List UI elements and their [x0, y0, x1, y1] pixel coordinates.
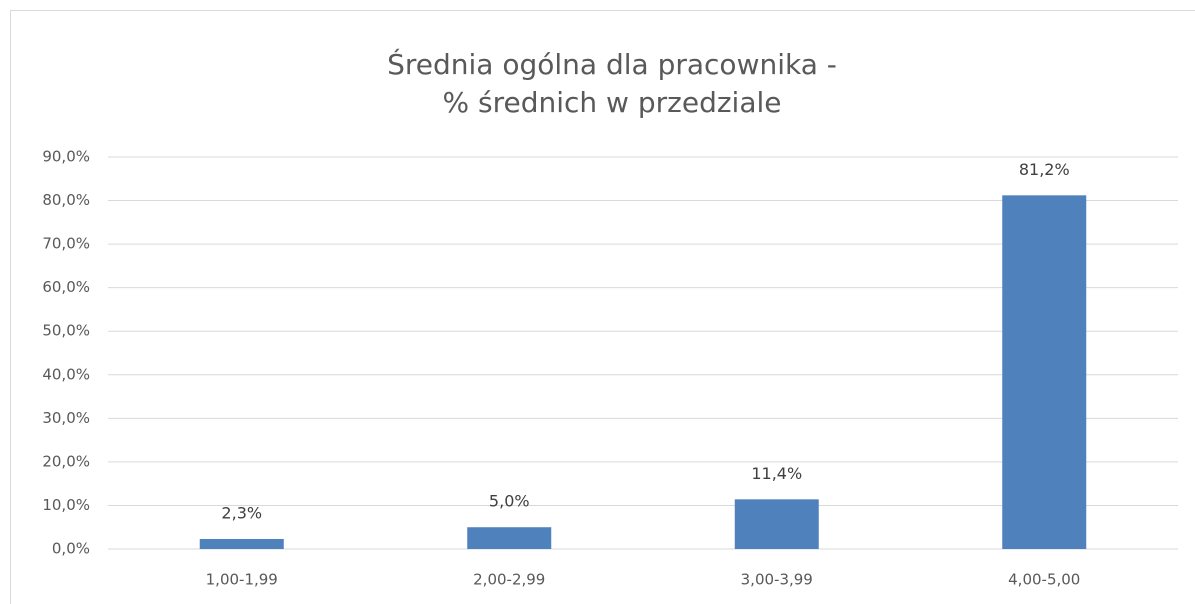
x-tick-label: 2,00-2,99: [473, 571, 545, 589]
y-tick-label: 90,0%: [42, 148, 90, 166]
bar: [199, 538, 284, 549]
y-tick-label: 20,0%: [42, 452, 90, 470]
bar: [734, 499, 819, 549]
x-tick-label: 3,00-3,99: [741, 571, 813, 589]
data-label: 81,2%: [1019, 160, 1070, 179]
data-label: 5,0%: [489, 492, 530, 511]
data-label: 2,3%: [221, 503, 262, 522]
data-label: 11,4%: [751, 464, 802, 483]
y-tick-label: 10,0%: [42, 496, 90, 514]
y-tick-label: 70,0%: [42, 235, 90, 253]
y-tick-label: 30,0%: [42, 409, 90, 427]
x-tick-label: 4,00-5,00: [1008, 571, 1080, 589]
y-tick-label: 50,0%: [42, 322, 90, 340]
y-tick-label: 80,0%: [42, 191, 90, 209]
chart-title: % średnich w przedziale: [443, 86, 782, 119]
bar: [467, 527, 552, 549]
chart-title: Średnia ogólna dla pracownika -: [387, 47, 837, 81]
bar: [1002, 195, 1087, 549]
y-tick-label: 40,0%: [42, 365, 90, 383]
y-tick-label: 60,0%: [42, 278, 90, 296]
y-tick-label: 0,0%: [52, 540, 90, 558]
x-tick-label: 1,00-1,99: [206, 571, 278, 589]
chart-frame: [10, 10, 1195, 604]
